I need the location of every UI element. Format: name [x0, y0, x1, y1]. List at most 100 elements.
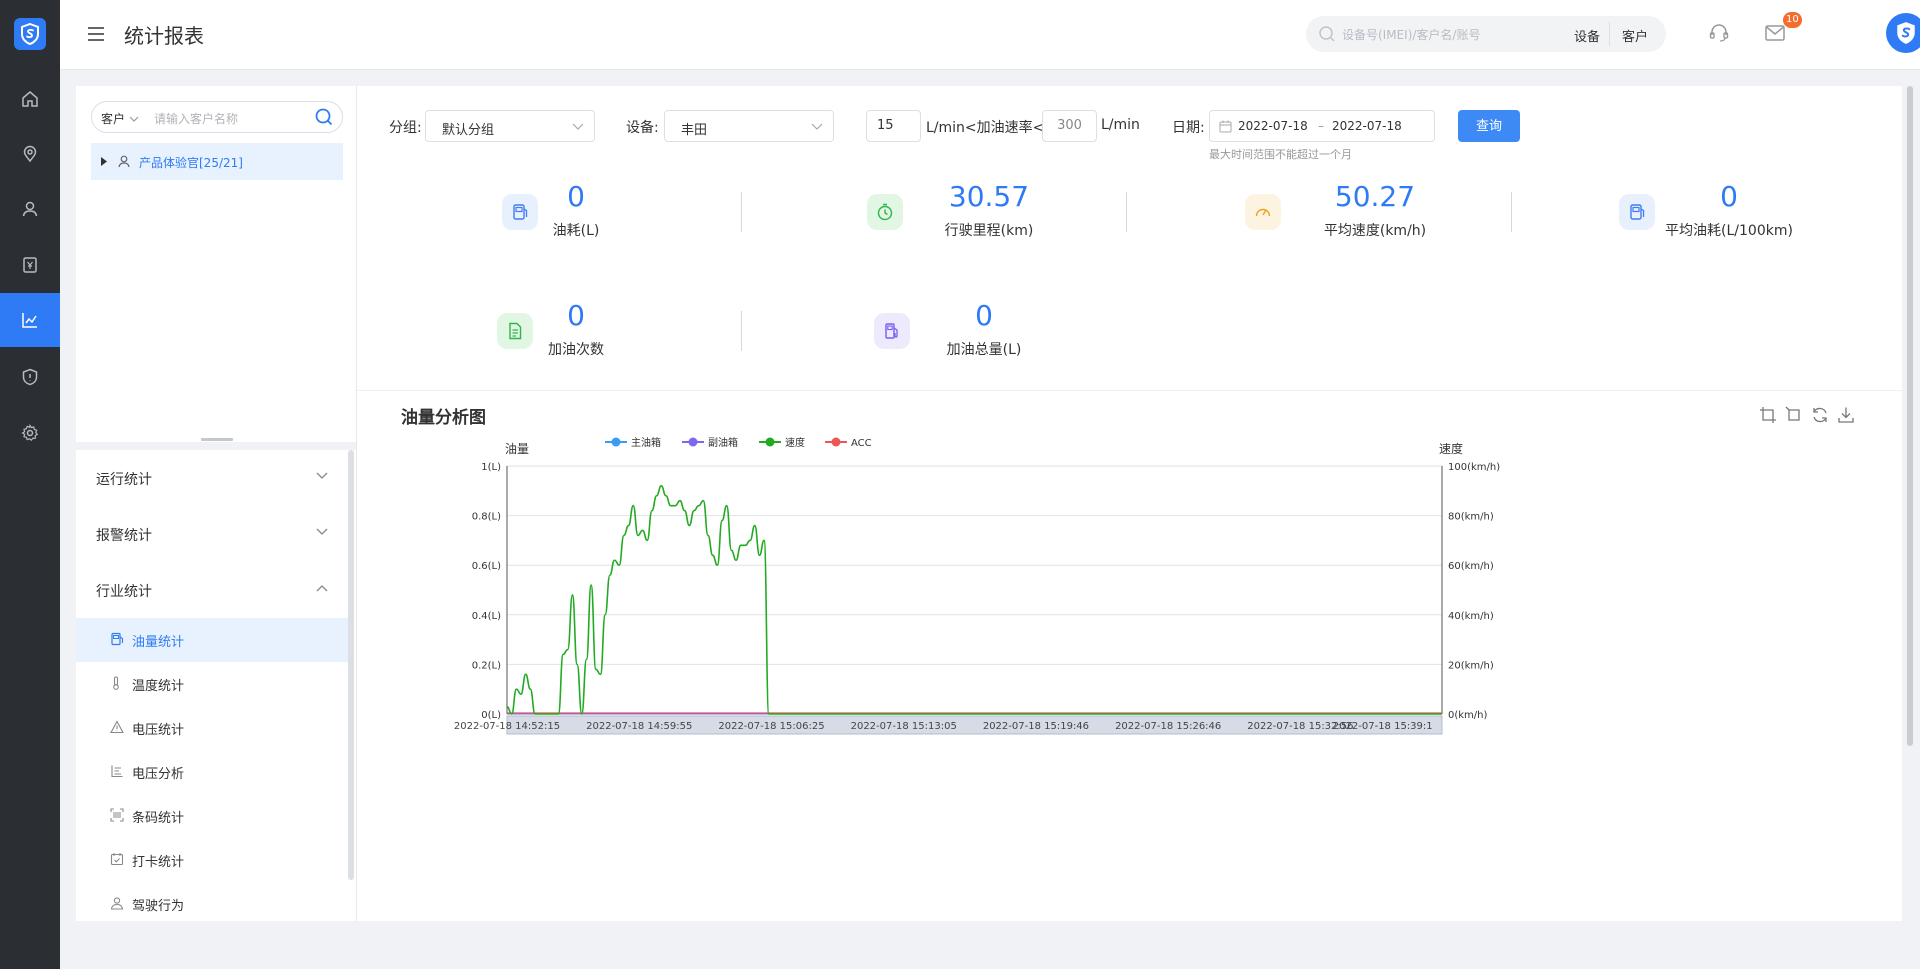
search-icon[interactable]	[314, 107, 334, 127]
customer-search[interactable]: 客户 请输入客户名称	[91, 101, 343, 133]
date-hint: 最大时间范围不能超过一个月	[1209, 148, 1352, 161]
stat-value: 50.27	[1334, 180, 1416, 213]
mail-icon[interactable]	[1764, 22, 1786, 44]
stat-value: 0	[567, 180, 585, 213]
x-tick-label: 2022-07-18 15:13:05	[851, 721, 957, 732]
query-button[interactable]: 查询	[1458, 110, 1520, 142]
x-tick-label: 2022-07-18 15:32:56	[1247, 721, 1353, 732]
stat-refuel-count: 0 加油次数	[497, 299, 777, 385]
tree-node-customer[interactable]: 产品体验官[25/21]	[91, 143, 343, 180]
speed-series-line	[506, 485, 1442, 715]
rate-max-input[interactable]: 300	[1042, 110, 1097, 142]
y-tick-left: 1(L)	[481, 462, 501, 473]
stat-value: 0	[975, 299, 993, 332]
rail-settings[interactable]	[0, 406, 60, 460]
stat-divider	[741, 192, 742, 232]
rail-user[interactable]	[0, 182, 60, 236]
user-avatar[interactable]	[1886, 13, 1920, 53]
device-select[interactable]: 丰田	[664, 110, 834, 142]
y-tick-left: 0(L)	[481, 710, 501, 721]
search-type-select[interactable]: 客户	[101, 110, 139, 127]
avatar-logo-icon	[1897, 22, 1915, 44]
chart-title: 油量分析图	[401, 408, 486, 428]
menu-item-voltage[interactable]: 电压统计	[76, 706, 348, 750]
menu-item-label: 温度统计	[132, 679, 185, 694]
menu-group-industry[interactable]: 行业统计	[76, 562, 348, 618]
left-panel: 客户 请输入客户名称 产品体验官[25/21] 运行统计 报警统计 行业统计 油…	[76, 86, 356, 921]
app-logo[interactable]	[14, 18, 46, 50]
date-end[interactable]: 2022-07-18	[1332, 119, 1402, 133]
x-tick-label: 2022-07-18 14:52:15	[454, 721, 560, 732]
stat-refuel-total: 0 加油总量(L)	[874, 299, 1154, 385]
x-axis-ticks: 2022-07-18 14:52:15 2022-07-18 14:59:55 20…	[454, 721, 1433, 732]
y-tick-left: 0.2(L)	[472, 660, 501, 671]
menu-item-temperature[interactable]: 温度统计	[76, 662, 348, 706]
x-tick-label: 2022-07-18 15:39:1	[1333, 721, 1433, 732]
menu-item-label: 驾驶行为	[132, 899, 185, 914]
fuel-icon	[111, 632, 124, 646]
stat-label: 平均油耗(L/100km)	[1665, 223, 1793, 239]
nav-rail	[0, 0, 60, 969]
chart-grid	[506, 465, 1443, 715]
y-tick-right: 80(km/h)	[1448, 512, 1494, 523]
search-type-label: 客户	[101, 112, 126, 126]
download-icon[interactable]	[1837, 406, 1855, 424]
rail-home[interactable]	[0, 72, 60, 126]
scan-icon	[110, 808, 124, 822]
rate-unit-label: L/min	[1101, 117, 1140, 133]
zoom-area-icon[interactable]	[1759, 406, 1777, 424]
location-icon	[23, 145, 37, 163]
legend-label: 速度	[785, 436, 805, 449]
menu-item-checkin[interactable]: 打卡统计	[76, 838, 348, 882]
menu-toggle-icon[interactable]	[86, 24, 106, 44]
menu-item-oil[interactable]: 油量统计	[76, 618, 348, 662]
data-zoom-slider[interactable]	[506, 715, 1443, 735]
rail-finance[interactable]	[0, 238, 60, 292]
menu-item-barcode[interactable]: 条码统计	[76, 794, 348, 838]
resize-handle[interactable]	[201, 438, 233, 441]
rail-security[interactable]	[0, 350, 60, 404]
y-axis-right-ticks: 0(km/h) 20(km/h) 40(km/h) 60(km/h) 80(km/h) 1…	[1448, 462, 1500, 721]
search-option-device[interactable]: 设备	[1574, 30, 1601, 45]
menu-group-alarm[interactable]: 报警统计	[76, 506, 348, 562]
global-search-placeholder: 设备号(IMEI)/客户名/账号	[1342, 28, 1481, 42]
stat-label: 加油总量(L)	[946, 342, 1022, 358]
group-select[interactable]: 默认分组	[425, 110, 595, 142]
fuel-icon	[1619, 194, 1655, 230]
menu-item-label: 电压统计	[132, 723, 185, 738]
stat-label: 行驶里程(km)	[944, 223, 1034, 239]
rail-statistics[interactable]	[0, 293, 60, 347]
stat-label: 加油次数	[548, 342, 604, 358]
menu-group-label: 行业统计	[96, 584, 152, 600]
fuel-icon	[502, 194, 538, 230]
search-option-customer[interactable]: 客户	[1622, 30, 1649, 45]
date-separator: –	[1318, 119, 1324, 133]
stat-divider	[1511, 192, 1512, 232]
chart-icon	[22, 313, 37, 328]
menu-group-run[interactable]: 运行统计	[76, 450, 348, 506]
chevron-down-icon	[316, 472, 328, 479]
zoom-reset-icon[interactable]	[1785, 406, 1803, 424]
stat-avg-speed: 50.27 平均速度(km/h)	[1245, 180, 1525, 266]
yuan-icon	[23, 257, 37, 273]
fuel-analysis-chart[interactable]: 主油箱 副油箱 速度 ACC 油量 速度 0(L) 0.2(L) 0.4(L) 0.6(L)…	[357, 416, 1903, 896]
date-range-picker[interactable]: 2022-07-18 – 2022-07-18	[1209, 110, 1435, 142]
global-search[interactable]: 设备号(IMEI)/客户名/账号 设备 客户	[1306, 16, 1666, 52]
panel-divider	[76, 442, 356, 450]
legend-label: 主油箱	[631, 436, 661, 449]
caret-right-icon[interactable]	[101, 157, 107, 166]
menu-item-voltage-analysis[interactable]: 电压分析	[76, 750, 348, 794]
menu-scrollbar[interactable]	[348, 450, 354, 880]
driver-icon	[110, 897, 124, 910]
stat-value: 0	[567, 299, 585, 332]
rail-location[interactable]	[0, 127, 60, 181]
date-start[interactable]: 2022-07-18	[1238, 119, 1308, 133]
rate-min-input[interactable]: 15	[866, 110, 921, 142]
date-label: 日期:	[1172, 120, 1205, 136]
refresh-icon[interactable]	[1811, 406, 1829, 424]
menu-item-driving[interactable]: 驾驶行为	[76, 882, 348, 926]
page-scrollbar[interactable]	[1907, 86, 1913, 746]
chart-legend[interactable]: 主油箱 副油箱 速度 ACC	[605, 436, 872, 449]
customer-search-placeholder: 请输入客户名称	[154, 112, 239, 126]
headset-icon[interactable]	[1708, 22, 1730, 44]
